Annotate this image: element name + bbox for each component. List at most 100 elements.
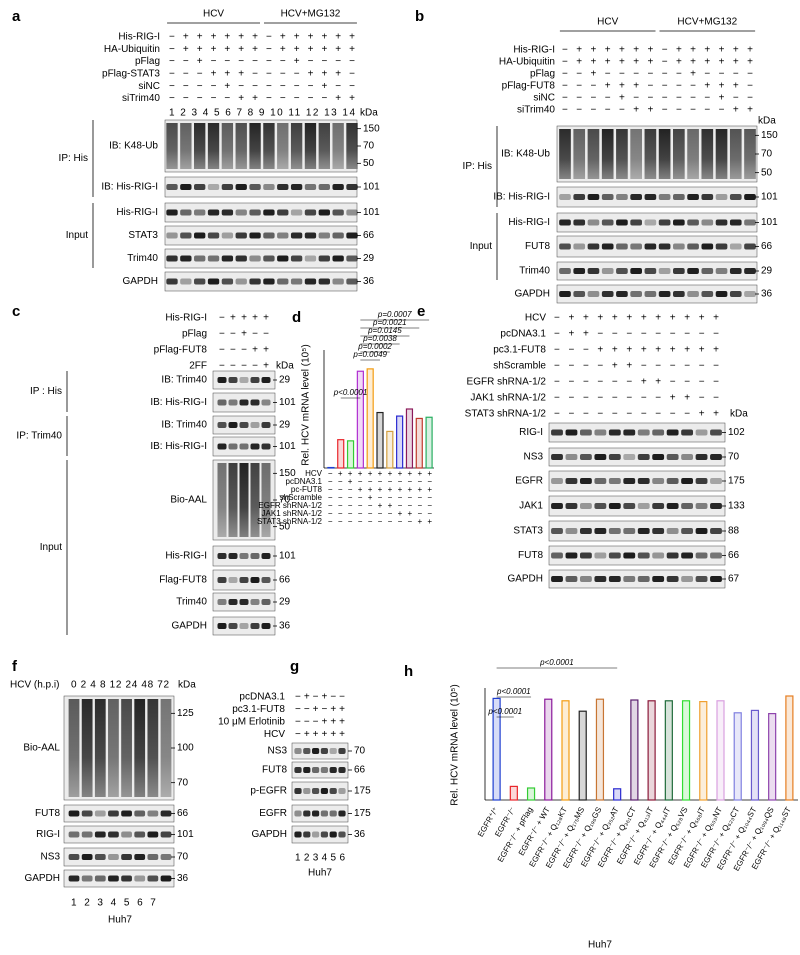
band [744, 291, 756, 297]
band [559, 268, 571, 274]
band [681, 429, 694, 436]
band [652, 528, 665, 534]
band [681, 552, 694, 559]
bar [509, 785, 518, 801]
size-marker: 36 [177, 873, 189, 884]
band [623, 503, 636, 509]
band [687, 291, 699, 297]
band [601, 268, 614, 274]
sign-row-label: STAT3 shRNA-1/2 [257, 517, 323, 526]
band [250, 623, 260, 629]
band [194, 232, 206, 239]
band [166, 209, 178, 216]
band [346, 209, 358, 216]
band [249, 184, 261, 190]
band [239, 623, 249, 629]
band [207, 184, 220, 190]
band [303, 831, 311, 838]
band [303, 767, 311, 773]
band [249, 255, 261, 262]
section-label: Input [66, 230, 88, 241]
size-marker: 67 [728, 574, 740, 585]
band [160, 810, 172, 817]
band [573, 194, 586, 200]
band [710, 576, 722, 582]
band [579, 454, 592, 460]
band [239, 577, 249, 583]
smear [108, 699, 119, 797]
band [147, 854, 159, 860]
size-marker: 50 [761, 167, 773, 178]
size-marker: 36 [761, 289, 773, 300]
p-value: p=0.0145 [367, 326, 402, 335]
band [294, 767, 302, 773]
panel-letter: h [404, 663, 413, 680]
band [263, 209, 275, 216]
band [338, 831, 346, 838]
band [744, 219, 756, 226]
band [261, 623, 271, 629]
p-value: p<0.0001 [333, 388, 368, 397]
band [630, 243, 642, 250]
band [121, 810, 132, 817]
smear [217, 463, 227, 537]
band [68, 875, 80, 882]
band [194, 255, 206, 262]
section-label: IP: His [463, 161, 492, 172]
band [338, 788, 346, 794]
size-marker: 50 [363, 158, 375, 169]
band [277, 278, 289, 285]
band [221, 232, 234, 239]
row-label: pc3.1-FUT8 [232, 704, 285, 715]
band [715, 194, 728, 200]
band [587, 268, 600, 274]
size-marker: 125 [177, 708, 194, 719]
blot-label: GAPDH [122, 276, 158, 287]
band [559, 194, 571, 200]
size-marker: 70 [761, 149, 773, 160]
band [134, 875, 146, 882]
size-marker: 101 [363, 207, 380, 218]
kda-label: kDa [276, 361, 294, 372]
smear [207, 123, 220, 169]
bar [376, 411, 384, 469]
bar [366, 368, 374, 469]
band [134, 854, 146, 860]
band [673, 219, 685, 226]
band [687, 268, 699, 274]
band [250, 422, 260, 428]
band [623, 454, 636, 460]
smear [715, 129, 728, 179]
band [180, 232, 192, 239]
row-label: pFlag [182, 329, 207, 340]
band [594, 528, 607, 534]
band [579, 552, 592, 559]
panel-letter: a [12, 8, 21, 25]
section-label: IP: Trim40 [16, 431, 62, 442]
p-value: p<0.0001 [496, 687, 531, 696]
band [630, 219, 642, 226]
sign-row: −−+−−−−−−−− [328, 477, 433, 486]
blot-label: NS3 [524, 452, 544, 463]
band [217, 553, 227, 559]
band [166, 232, 178, 239]
band [623, 552, 636, 559]
band [303, 788, 311, 794]
size-marker: 101 [177, 829, 194, 840]
blot-label: Trim40 [176, 597, 207, 608]
cell-line: Huh7 [108, 915, 132, 926]
smear [346, 123, 358, 169]
band [715, 291, 728, 297]
band [559, 291, 571, 297]
band [228, 623, 238, 629]
blot-label: IB: K48-Ub [109, 141, 158, 152]
smear [81, 699, 93, 797]
smear [729, 129, 742, 179]
band [235, 184, 247, 190]
band [658, 243, 671, 250]
band [565, 552, 578, 559]
band [644, 268, 657, 274]
section-label: IP: His [59, 153, 88, 164]
band [329, 767, 337, 773]
band [551, 454, 563, 460]
